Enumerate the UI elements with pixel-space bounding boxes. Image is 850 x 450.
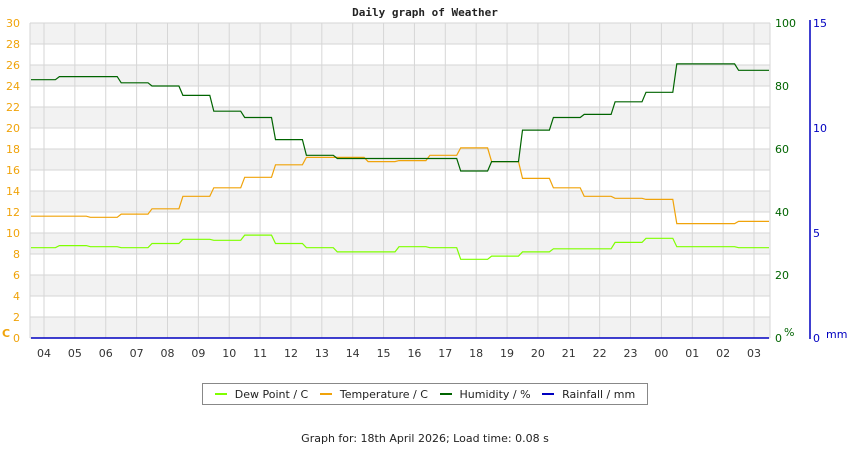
- svg-text:%: %: [784, 326, 794, 339]
- chart-title: Daily graph of Weather: [352, 6, 498, 19]
- svg-text:0: 0: [813, 332, 820, 345]
- svg-text:20: 20: [775, 269, 789, 282]
- legend-label: Rainfall / mm: [562, 387, 636, 401]
- svg-text:22: 22: [6, 101, 20, 114]
- svg-text:10: 10: [813, 122, 827, 135]
- svg-text:03: 03: [747, 347, 761, 360]
- svg-text:09: 09: [191, 347, 205, 360]
- dew-point-line: [31, 234, 769, 260]
- svg-text:16: 16: [6, 164, 20, 177]
- svg-text:23: 23: [624, 347, 638, 360]
- legend: Dew Point / C Temperature / C Humidity /…: [202, 383, 648, 405]
- svg-text:14: 14: [346, 347, 360, 360]
- svg-text:08: 08: [160, 347, 174, 360]
- humidity-line: [31, 63, 769, 172]
- svg-text:80: 80: [775, 80, 789, 93]
- svg-text:06: 06: [99, 347, 113, 360]
- svg-text:5: 5: [813, 227, 820, 240]
- svg-text:02: 02: [716, 347, 730, 360]
- svg-text:11: 11: [253, 347, 267, 360]
- svg-text:12: 12: [6, 206, 20, 219]
- time-axis: 04 05 06 07 08 09 10 11 12 13 14 15 16 17 18 19 20 21 22 23…: [37, 347, 761, 360]
- footer-status: Graph for: 18th April 2026; Load time: 0…: [301, 432, 549, 445]
- svg-text:22: 22: [593, 347, 607, 360]
- svg-text:04: 04: [37, 347, 51, 360]
- svg-text:13: 13: [315, 347, 329, 360]
- humidity-swatch: [439, 393, 452, 395]
- svg-text:18: 18: [469, 347, 483, 360]
- svg-text:6: 6: [13, 269, 20, 282]
- svg-text:19: 19: [500, 347, 514, 360]
- svg-text:40: 40: [775, 206, 789, 219]
- grid-bands: [30, 23, 770, 338]
- svg-text:12: 12: [284, 347, 298, 360]
- svg-text:05: 05: [68, 347, 82, 360]
- svg-text:10: 10: [222, 347, 236, 360]
- legend-label: Temperature / C: [339, 387, 428, 401]
- svg-text:C: C: [2, 327, 10, 340]
- svg-text:24: 24: [6, 80, 20, 93]
- legend-item-dew-point: Dew Point / C: [214, 387, 309, 401]
- svg-text:28: 28: [6, 38, 20, 51]
- svg-text:07: 07: [130, 347, 144, 360]
- svg-text:18: 18: [6, 143, 20, 156]
- svg-text:30: 30: [6, 17, 20, 30]
- vertical-gridlines: [43, 23, 755, 338]
- svg-text:60: 60: [775, 143, 789, 156]
- svg-text:0: 0: [13, 332, 20, 345]
- svg-text:4: 4: [13, 290, 20, 303]
- svg-text:00: 00: [654, 347, 668, 360]
- svg-text:2: 2: [13, 311, 20, 324]
- svg-text:0: 0: [775, 332, 782, 345]
- svg-text:14: 14: [6, 185, 20, 198]
- svg-text:15: 15: [813, 17, 827, 30]
- legend-label: Dew Point / C: [234, 387, 309, 401]
- svg-text:100: 100: [775, 17, 796, 30]
- svg-text:15: 15: [377, 347, 391, 360]
- svg-text:8: 8: [13, 248, 20, 261]
- svg-text:10: 10: [6, 227, 20, 240]
- dew-point-swatch: [214, 393, 227, 395]
- legend-label: Humidity / %: [459, 387, 531, 401]
- humidity-axis: 0 20 40 60 80 100%: [775, 17, 796, 345]
- legend-item-rainfall: Rainfall / mm: [542, 388, 635, 401]
- svg-text:17: 17: [438, 347, 452, 360]
- svg-text:01: 01: [685, 347, 699, 360]
- rainfall-swatch: [542, 393, 555, 395]
- data-series: [31, 63, 769, 339]
- svg-text:20: 20: [6, 122, 20, 135]
- svg-text:20: 20: [531, 347, 545, 360]
- svg-text:mm: mm: [826, 328, 847, 341]
- temperature-line: [31, 147, 769, 225]
- temperature-swatch: [319, 393, 332, 395]
- rainfall-axis: 0 5 10 15 mm: [809, 17, 847, 345]
- svg-text:26: 26: [6, 59, 20, 72]
- legend-item-humidity: Humidity / %: [439, 387, 531, 401]
- legend-item-temperature: Temperature / C: [319, 387, 428, 401]
- svg-text:21: 21: [562, 347, 576, 360]
- svg-text:16: 16: [407, 347, 421, 360]
